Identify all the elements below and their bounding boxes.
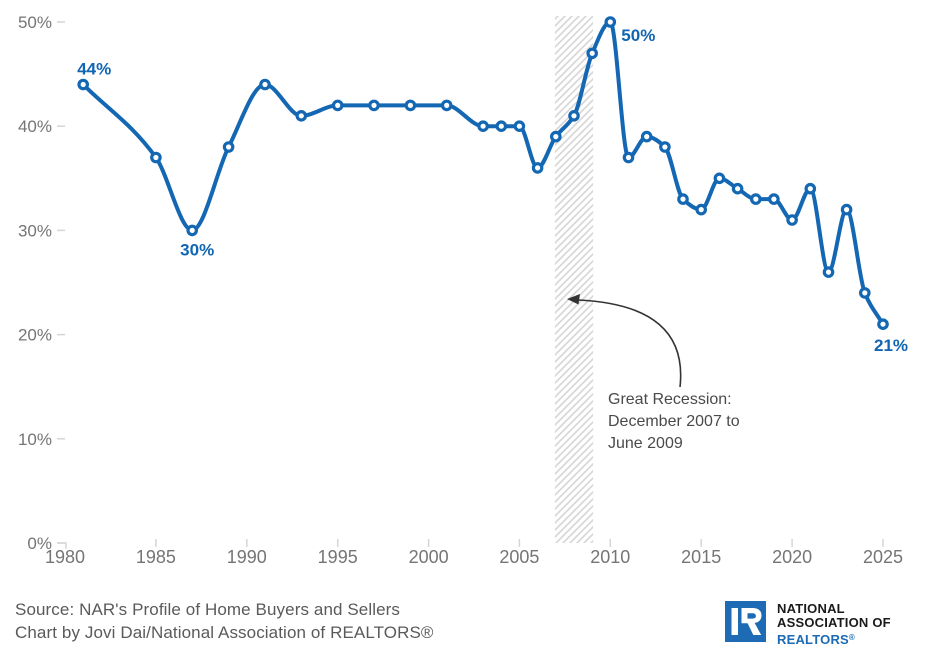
source-text: Source: NAR's Profile of Home Buyers and… [15, 600, 401, 619]
annotation-arrow [577, 299, 682, 388]
y-tick-label: 0% [27, 534, 52, 553]
point-labels: 44% 30% 50% 21% [77, 26, 908, 355]
y-tick-label: 30% [18, 221, 52, 240]
data-point [568, 110, 580, 122]
y-tick-label: 50% [18, 13, 52, 32]
data-point [586, 47, 598, 60]
x-tick-label: 2000 [409, 547, 449, 567]
annotation-line: Great Recession: [608, 391, 732, 408]
data-point [768, 193, 780, 205]
x-tick-label: 1985 [136, 547, 176, 567]
nar-logo: NATIONAL ASSOCIATION OF REALTORS® [725, 601, 891, 647]
data-point [677, 193, 689, 205]
annotation-line: June 2009 [608, 435, 683, 452]
x-tick-label: 2010 [590, 547, 630, 567]
data-point [331, 99, 344, 112]
data-point [731, 182, 744, 195]
x-tick-label: 2005 [499, 547, 539, 567]
data-point [259, 78, 271, 91]
data-point [695, 203, 707, 216]
point-label: 44% [77, 60, 111, 79]
data-point [659, 141, 671, 153]
point-label: 21% [874, 336, 908, 355]
point-label: 50% [621, 26, 655, 45]
line-chart: 0% 10% 20% 30% 40% 50% 1980 1985 1990 1995 2000 200… [18, 13, 908, 567]
data-point [150, 151, 162, 164]
data-point [77, 78, 89, 91]
logo-line-2: ASSOCIATION OF [777, 615, 891, 631]
data-point [368, 99, 380, 112]
data-point [858, 287, 871, 299]
data-point [549, 130, 562, 143]
data-point [531, 162, 544, 174]
axis-x: 1980 1985 1990 1995 2000 2005 2010 2015 2020 2025 [45, 539, 903, 567]
data-point [295, 110, 308, 122]
chart-footer: Source: NAR's Profile of Home Buyers and… [15, 598, 434, 644]
origin-tick [57, 542, 67, 549]
data-point [622, 151, 635, 164]
y-tick-label: 40% [18, 117, 52, 136]
data-point [222, 141, 235, 153]
data-point [822, 266, 835, 278]
credit-text: Chart by Jovi Dai/National Association o… [15, 623, 434, 642]
data-point [840, 203, 853, 216]
annotation: Great Recession: December 2007 to June 200… [567, 294, 740, 452]
data-point [713, 172, 726, 185]
data-point [513, 120, 526, 132]
annotation-arrowhead [567, 294, 580, 305]
data-line [81, 20, 885, 327]
x-tick-label: 1995 [318, 547, 358, 567]
data-point [604, 16, 617, 28]
point-label: 30% [180, 240, 214, 259]
data-point [404, 99, 417, 112]
data-point [877, 318, 889, 330]
logo-line-3: REALTORS® [777, 631, 856, 647]
registered-mark: ® [848, 632, 856, 642]
y-tick-label: 20% [18, 326, 52, 345]
data-point [440, 99, 453, 112]
nar-logo-text: NATIONAL ASSOCIATION OF REALTORS® [777, 601, 891, 647]
x-tick-label: 2015 [681, 547, 721, 567]
data-markers [77, 16, 889, 330]
data-point [477, 120, 489, 132]
recession-band [554, 16, 594, 543]
x-tick-label: 1990 [227, 547, 267, 567]
annotation-line: December 2007 to [608, 413, 740, 430]
data-point [804, 182, 817, 195]
data-point [640, 130, 653, 143]
logo-line-1: NATIONAL [777, 601, 845, 616]
axis-y: 0% 10% 20% 30% 40% 50% [18, 13, 67, 553]
data-point [786, 214, 798, 226]
nar-r-icon [725, 601, 766, 642]
nar-logo-mark [725, 601, 766, 642]
y-tick-label: 10% [18, 430, 52, 449]
data-point [495, 120, 508, 132]
x-tick-label: 1980 [45, 547, 85, 567]
data-point [749, 193, 762, 205]
data-point [186, 224, 198, 237]
x-tick-label: 2020 [772, 547, 812, 567]
x-tick-label: 2025 [863, 547, 903, 567]
